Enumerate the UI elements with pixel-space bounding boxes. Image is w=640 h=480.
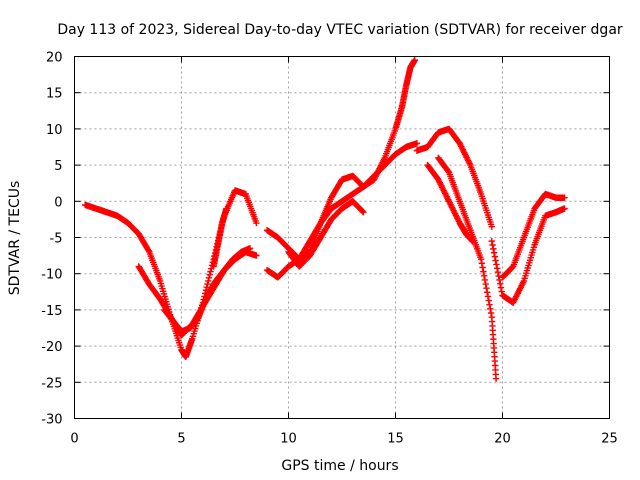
- y-axis-label: SDTVAR / TECUs: [7, 181, 23, 296]
- data-point: [561, 205, 568, 212]
- series-track-g: [285, 198, 367, 270]
- y-tick-label: -25: [41, 376, 62, 391]
- data-point: [490, 245, 497, 253]
- data-point: [492, 375, 500, 382]
- y-tick-label: 10: [46, 123, 63, 138]
- data-point: [477, 256, 485, 263]
- data-point: [479, 264, 486, 271]
- data-point: [497, 284, 505, 291]
- data-point: [480, 272, 488, 279]
- data-point: [488, 237, 495, 245]
- y-tick-label: 20: [46, 51, 63, 66]
- x-tick-label: 15: [387, 432, 404, 447]
- series-track-f: [263, 56, 418, 263]
- data-point: [488, 223, 495, 230]
- data-point: [492, 257, 499, 264]
- data-point: [490, 249, 498, 256]
- data-point: [411, 56, 418, 64]
- data-point: [203, 283, 210, 291]
- data-point: [487, 305, 494, 313]
- axis-ticks: [74, 56, 610, 419]
- data-points: [82, 56, 568, 382]
- series-track-d: [210, 205, 230, 270]
- x-tick-label: 0: [70, 432, 78, 447]
- series-track-a: [82, 187, 260, 361]
- series-track-j: [435, 154, 500, 382]
- y-tick-label: -5: [50, 232, 63, 247]
- series-track-l: [499, 190, 568, 281]
- y-tick-label: -30: [41, 413, 62, 428]
- data-point: [493, 265, 501, 272]
- y-tick-labels: 20 15 10 5 0 -5 -10 -15 -20 -25 -30: [41, 51, 62, 428]
- series-track-c: [161, 245, 254, 335]
- data-point: [561, 194, 568, 201]
- data-point: [489, 241, 496, 249]
- x-axis-label: GPS time / hours: [281, 458, 398, 474]
- data-point: [484, 293, 492, 300]
- data-point: [360, 208, 367, 216]
- data-point: [359, 208, 366, 215]
- data-point: [480, 268, 487, 275]
- x-tick-labels: 0 5 10 15 20 25: [70, 432, 617, 447]
- data-point: [253, 252, 260, 259]
- data-point: [206, 271, 213, 278]
- series-track-k: [488, 205, 568, 306]
- x-tick-label: 20: [494, 432, 511, 447]
- x-tick-label: 10: [280, 432, 297, 447]
- y-tick-label: 5: [54, 159, 62, 174]
- series-track-h: [413, 125, 495, 230]
- data-point: [482, 280, 489, 288]
- data-point: [223, 205, 230, 212]
- data-point: [486, 301, 493, 308]
- x-tick-label: 25: [601, 432, 618, 447]
- data-point: [483, 284, 490, 292]
- data-point: [493, 261, 500, 268]
- data-point: [485, 297, 492, 304]
- data-point: [253, 219, 260, 227]
- y-tick-label: 15: [46, 87, 63, 102]
- data-point: [481, 276, 489, 284]
- data-point: [491, 253, 499, 260]
- data-point: [207, 268, 214, 275]
- chart-title: Day 113 of 2023, Sidereal Day-to-day VTE…: [57, 22, 623, 38]
- y-tick-label: 0: [54, 195, 62, 210]
- grid-lines: [74, 56, 610, 419]
- data-point: [487, 309, 495, 317]
- data-point: [498, 288, 505, 295]
- data-point: [494, 268, 502, 276]
- data-point: [484, 289, 491, 296]
- data-point: [413, 140, 421, 147]
- x-tick-label: 5: [177, 432, 185, 447]
- data-point: [205, 274, 213, 282]
- y-tick-label: -15: [41, 304, 62, 319]
- data-point: [204, 280, 211, 288]
- data-point: [145, 247, 152, 254]
- data-point: [246, 245, 254, 252]
- y-tick-label: -20: [41, 340, 62, 355]
- data-point: [497, 280, 504, 287]
- data-point: [478, 260, 486, 267]
- y-tick-label: -10: [41, 268, 62, 283]
- data-point: [205, 277, 212, 285]
